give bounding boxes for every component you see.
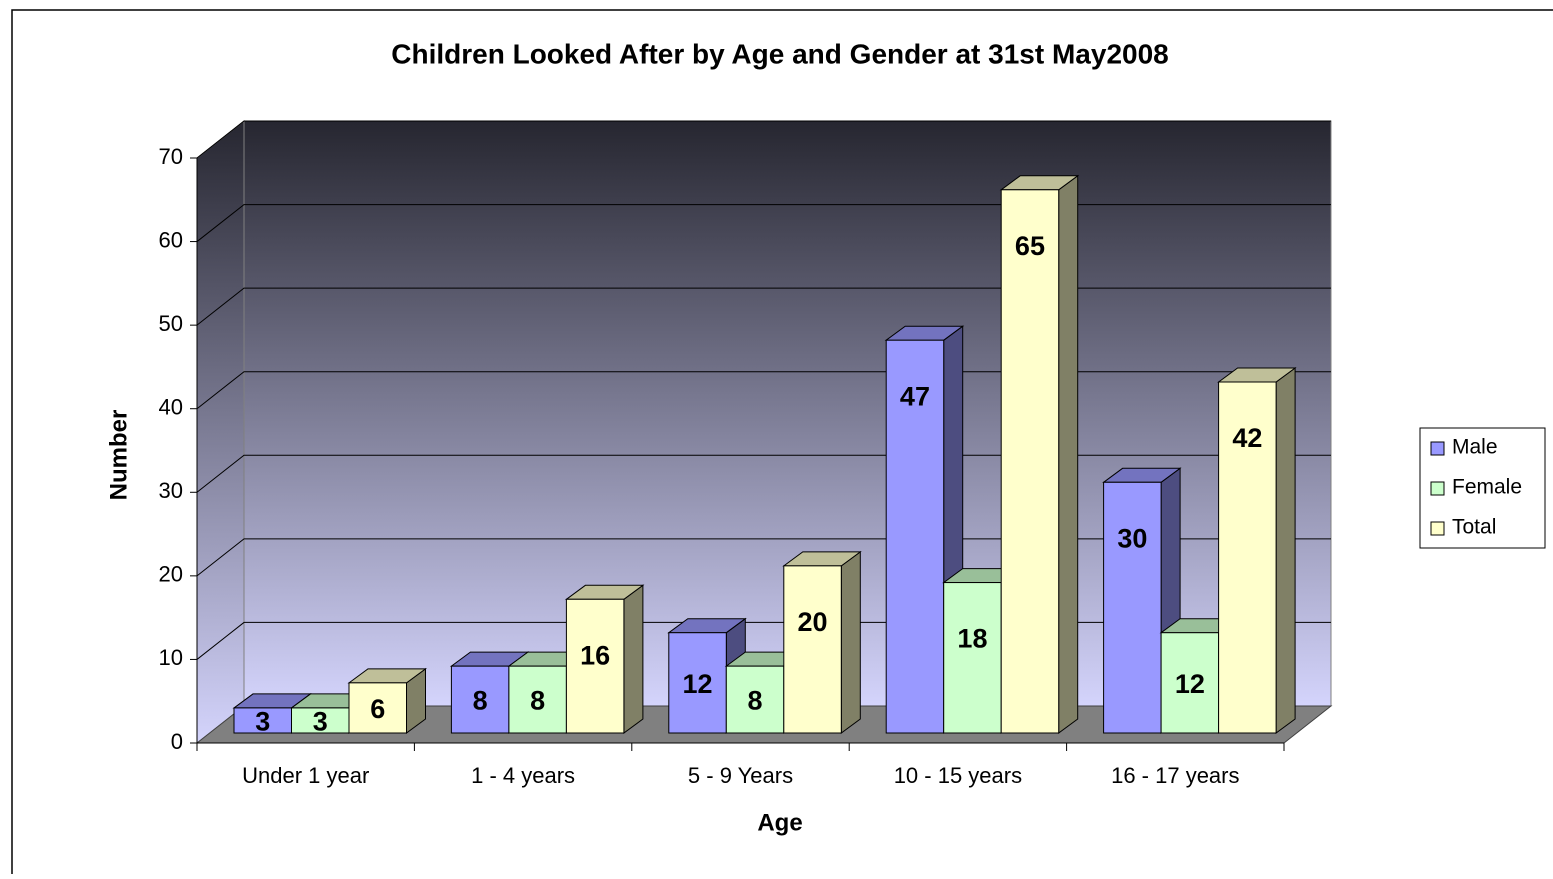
- bar-front: [1160, 632, 1220, 734]
- legend-swatch: [1430, 521, 1445, 536]
- data-label: 42: [1232, 423, 1262, 453]
- data-label: 65: [1015, 231, 1045, 261]
- x-axis-title: Age: [757, 809, 802, 836]
- bar: [564, 584, 645, 734]
- bar-front: [725, 665, 785, 734]
- bar: [782, 550, 862, 734]
- grid-line: [196, 204, 1331, 242]
- bar: [347, 667, 428, 734]
- y-tick-label: 70: [159, 144, 183, 169]
- data-label: 8: [530, 686, 545, 716]
- bar-front: [233, 707, 292, 734]
- bar-front: [885, 339, 945, 734]
- bar-front: [450, 665, 510, 734]
- x-tick-label: 5 - 9 Years: [688, 763, 793, 788]
- grid-line: [196, 287, 1331, 326]
- grid-line: [196, 371, 1331, 410]
- plot-area: 0 10 20 30 40 50 60 70 Under 1 year 3 3 6 1 - 4 year…: [159, 119, 1333, 788]
- y-tick-label: 40: [159, 395, 183, 420]
- data-label: 8: [473, 686, 488, 716]
- side-wall: [196, 119, 245, 745]
- bar-side: [1058, 174, 1079, 734]
- y-tick-label: 20: [159, 562, 183, 587]
- bar-side: [623, 584, 644, 734]
- y-tick-label: 0: [171, 729, 183, 754]
- data-label: 12: [1175, 669, 1205, 699]
- chart-title: Children Looked After by Age and Gender …: [391, 38, 1168, 69]
- bar-front: [1000, 189, 1060, 734]
- bar-front: [348, 682, 407, 734]
- data-label: 16: [580, 640, 610, 670]
- bar: [1217, 367, 1297, 734]
- bar-side: [840, 550, 861, 734]
- data-label: 12: [683, 669, 713, 699]
- bar-front: [943, 582, 1002, 734]
- grid-line: [196, 120, 1331, 159]
- legend-label: Male: [1452, 436, 1498, 459]
- data-label: 3: [313, 707, 328, 737]
- bar-front: [1218, 381, 1277, 734]
- data-label: 3: [255, 707, 270, 737]
- bar-front: [668, 632, 727, 734]
- data-label: 8: [748, 686, 763, 716]
- legend-label: Total: [1452, 516, 1496, 539]
- grid-line: [196, 454, 1331, 493]
- x-tick-label: 16 - 17 years: [1111, 763, 1239, 788]
- x-tick-label: Under 1 year: [242, 763, 369, 788]
- y-tick-label: 50: [159, 311, 183, 336]
- legend-label: Female: [1452, 476, 1522, 499]
- legend: Male Female Total: [1419, 427, 1546, 549]
- data-label: 30: [1117, 523, 1147, 553]
- bar-front: [783, 565, 842, 734]
- y-axis-title: Number: [105, 410, 132, 501]
- bar-front: [291, 707, 350, 734]
- bar-front: [1103, 481, 1162, 734]
- y-tick-label: 60: [159, 227, 183, 252]
- bar-front: [508, 665, 567, 734]
- data-label: 47: [900, 381, 930, 411]
- bar-side: [1275, 367, 1296, 734]
- grid-line: [196, 538, 1331, 577]
- x-tick-label: 10 - 15 years: [894, 763, 1022, 788]
- data-label: 20: [798, 607, 828, 637]
- bar: [999, 174, 1080, 734]
- y-tick-label: 10: [159, 645, 183, 670]
- y-tick-label: 30: [159, 478, 183, 503]
- bar-front: [565, 598, 625, 734]
- data-label: 6: [370, 694, 385, 724]
- legend-swatch: [1430, 481, 1445, 496]
- data-label: 18: [957, 624, 987, 654]
- x-tick-label: 1 - 4 years: [471, 763, 575, 788]
- legend-swatch: [1430, 441, 1445, 456]
